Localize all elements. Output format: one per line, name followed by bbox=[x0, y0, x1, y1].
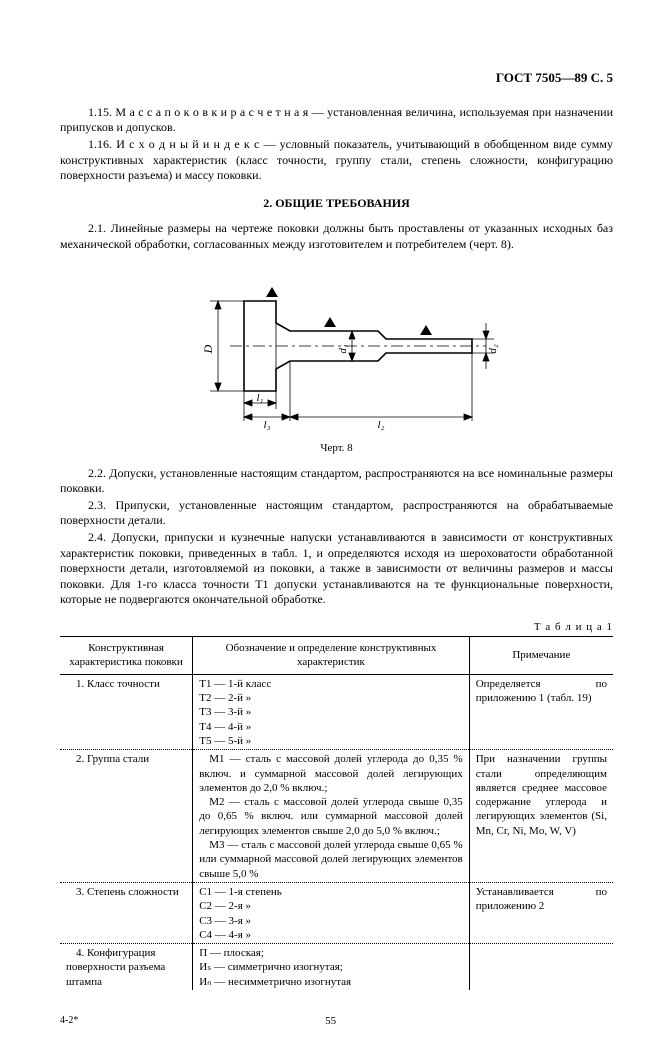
footer-left: 4-2* bbox=[60, 1014, 78, 1028]
r4c2: П — плоская; Иₛ — симметрично изогнутая;… bbox=[193, 944, 470, 990]
r3c2: С1 — 1-я степень С2 — 2-я » С3 — 3-я » С… bbox=[193, 882, 470, 943]
para-2-4: 2.4. Допуски, припуски и кузнечные напус… bbox=[60, 530, 613, 608]
label-d2: d₂ bbox=[487, 344, 499, 354]
r3c3: Устанавливается по приложению 2 bbox=[469, 882, 613, 943]
label-d1: d₁ bbox=[337, 344, 349, 354]
r4c1: 4. Конфигурация поверхности разъема штам… bbox=[60, 944, 193, 990]
footer: 4-2* 55 bbox=[60, 1014, 613, 1028]
doc-ref: ГОСТ 7505—89 С. 5 bbox=[60, 70, 613, 87]
para-2-2: 2.2. Допуски, установленные настоящим ст… bbox=[60, 466, 613, 497]
section-2-title: 2. ОБЩИЕ ТРЕБОВАНИЯ bbox=[60, 196, 613, 212]
para-2-1: 2.1. Линейные размеры на чертеже поковки… bbox=[60, 221, 613, 252]
th-c2: Обозначение и определение конструктивных… bbox=[193, 637, 470, 675]
label-l1: l₁ bbox=[256, 392, 263, 404]
table-1-label: Т а б л и ц а 1 bbox=[60, 620, 613, 634]
r4c3 bbox=[469, 944, 613, 990]
para-2-3: 2.3. Припуски, установленные настоящим с… bbox=[60, 498, 613, 529]
r2c1: 2. Группа стали bbox=[60, 750, 193, 883]
r1c3: Определяется по приложению 1 (табл. 19) bbox=[469, 674, 613, 749]
label-D: D bbox=[201, 344, 215, 354]
r1c1: 1. Класс точности bbox=[60, 674, 193, 749]
th-c1: Конструктивная характеристика поковки bbox=[60, 637, 193, 675]
table-1: Конструктивная характеристика поковки Об… bbox=[60, 636, 613, 990]
th-c3: Примечание bbox=[469, 637, 613, 675]
r3c1: 3. Степень сложности bbox=[60, 882, 193, 943]
page-number: 55 bbox=[78, 1014, 583, 1028]
figure-caption: Черт. 8 bbox=[60, 441, 613, 455]
para-1-16: 1.16. И с х о д н ы й и н д е к с — усло… bbox=[60, 137, 613, 184]
r1c2: Т1 — 1-й класс Т2 — 2-й » Т3 — 3-й » Т4 … bbox=[193, 674, 470, 749]
para-1-15: 1.15. М а с с а п о к о в к и р а с ч е … bbox=[60, 105, 613, 136]
r2c2: М1 — сталь с массовой долей углерода до … bbox=[193, 750, 470, 883]
label-l3: l₃ bbox=[263, 419, 270, 431]
r2c3: При назначении группы стали определяющим… bbox=[469, 750, 613, 883]
label-l2: l₂ bbox=[377, 419, 384, 431]
figure-8: D d₁ d₂ l₁ l₃ l₂ bbox=[60, 261, 613, 436]
